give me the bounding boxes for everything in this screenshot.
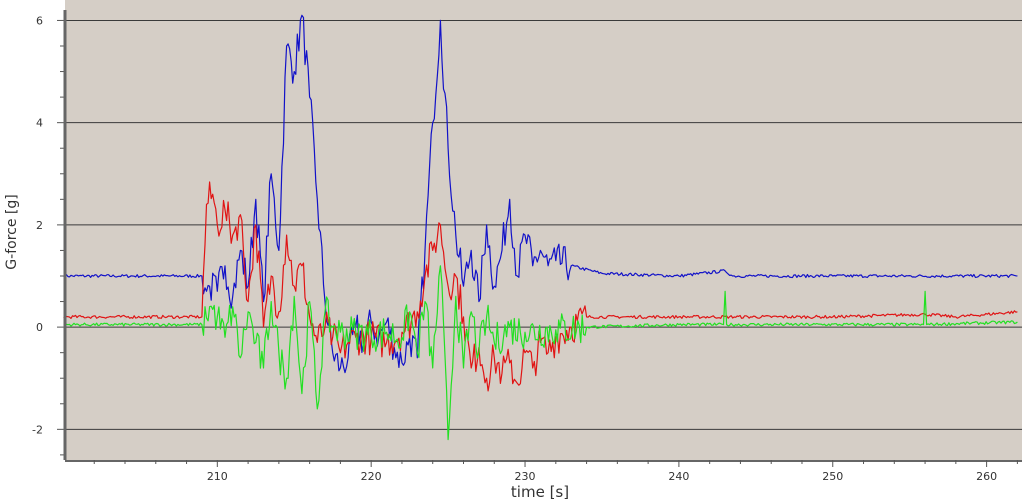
x-tick-label: 260 xyxy=(976,470,997,483)
y-tick-label: 2 xyxy=(36,219,43,232)
y-tick-label: -2 xyxy=(32,423,43,436)
axes: -2 0 2 4 6 210 220 230 240 250 260 xyxy=(32,10,1022,483)
y-tick-label: 4 xyxy=(36,117,43,130)
x-tick-label: 240 xyxy=(668,470,689,483)
y-tick-label: 6 xyxy=(36,14,43,27)
x-axis-label: time [s] xyxy=(511,483,569,500)
y-tick-label: 0 xyxy=(36,321,43,334)
x-tick-label: 230 xyxy=(515,470,536,483)
series-lines xyxy=(63,14,1018,441)
plot-area xyxy=(65,0,1022,460)
y-axis-label: G-force [g] xyxy=(4,194,20,269)
series-line-2 xyxy=(63,181,1018,392)
series-line-1 xyxy=(63,14,1018,374)
x-tick-label: 220 xyxy=(361,470,382,483)
x-tick-label: 250 xyxy=(822,470,843,483)
x-tick-label: 210 xyxy=(207,470,228,483)
series-line-3 xyxy=(63,265,1018,441)
